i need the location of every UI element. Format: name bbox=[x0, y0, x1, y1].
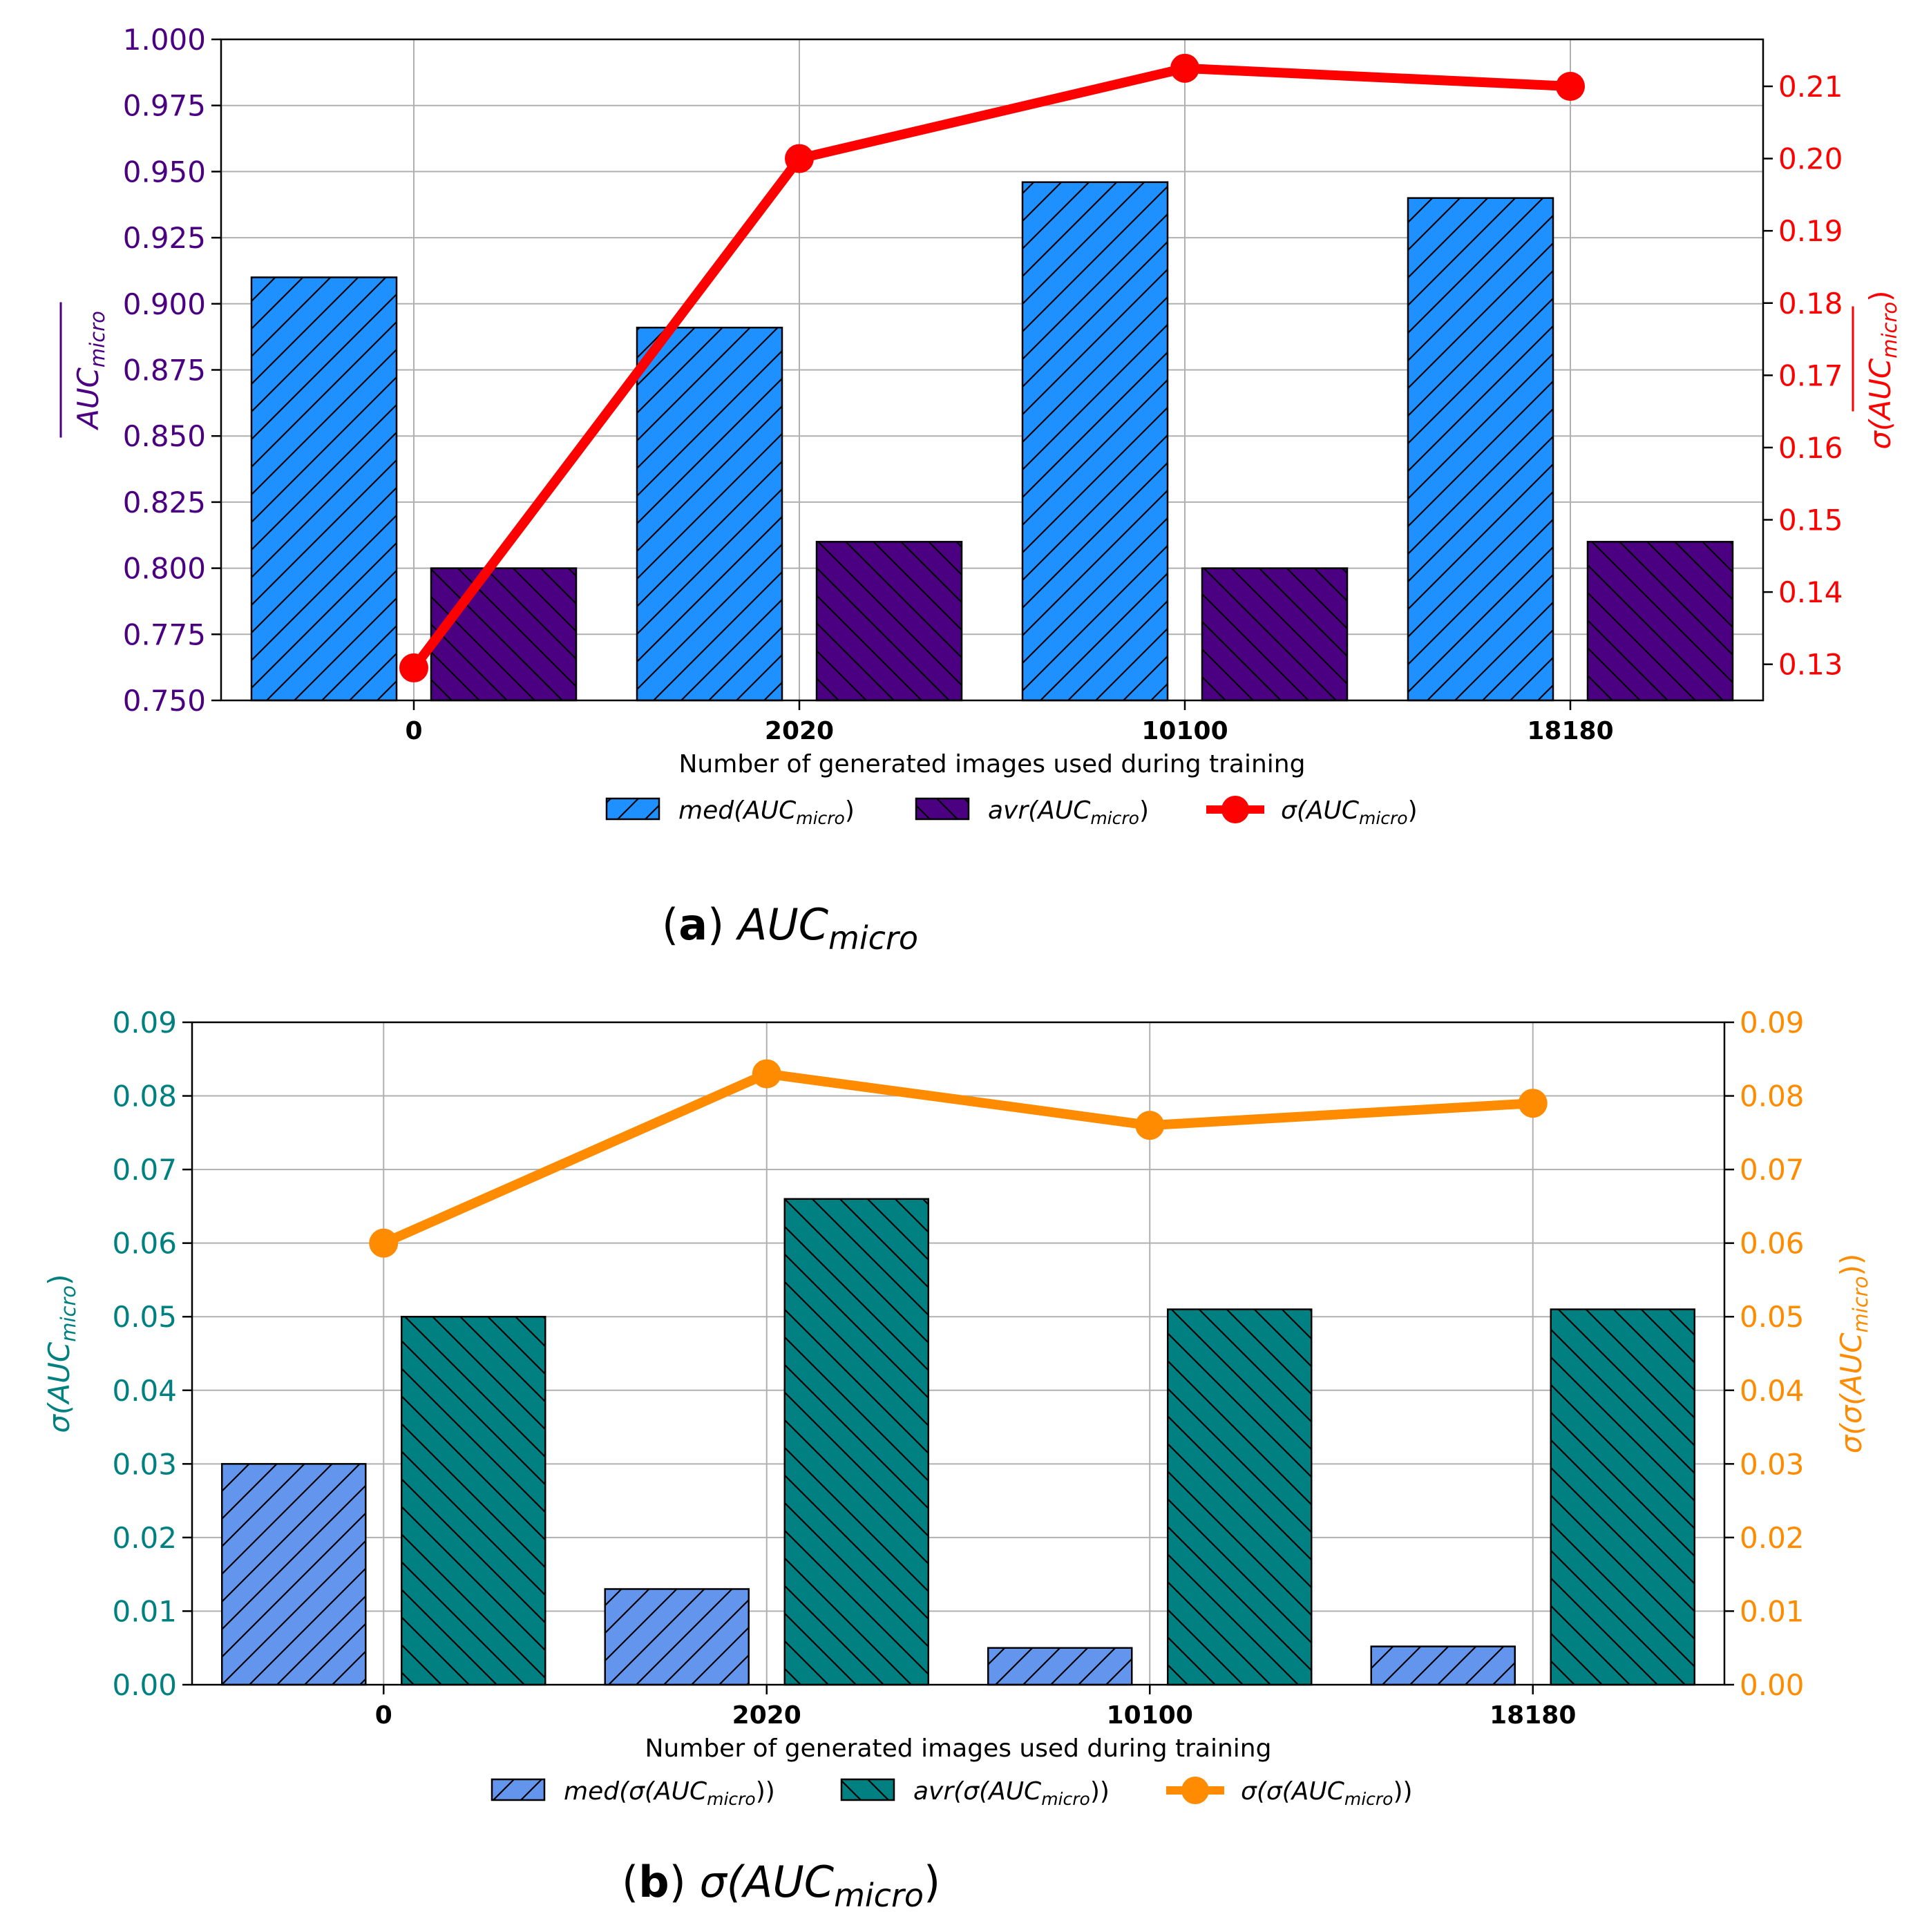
bar-hatch bbox=[430, 567, 578, 702]
x-axis-label: Number of generated images used during t… bbox=[645, 1734, 1272, 1763]
bar-hatch bbox=[783, 1198, 929, 1686]
legend-swatch-hatch bbox=[840, 1778, 895, 1801]
ytick-left-label: 0.775 bbox=[123, 618, 206, 651]
xtick-label: 2020 bbox=[732, 1701, 801, 1730]
xtick-label: 18180 bbox=[1527, 717, 1613, 745]
ytick-right-label: 0.05 bbox=[1740, 1300, 1805, 1334]
xtick-label: 10100 bbox=[1141, 717, 1228, 745]
bar-hatch bbox=[1167, 1308, 1313, 1686]
ytick-right-label: 0.14 bbox=[1778, 575, 1843, 609]
x-axis-label: Number of generated images used during t… bbox=[679, 750, 1306, 778]
ytick-right-label: 0.09 bbox=[1740, 1006, 1805, 1040]
ytick-right-label: 0.21 bbox=[1778, 70, 1843, 104]
ytick-right-label: 0.03 bbox=[1740, 1447, 1805, 1481]
line-point bbox=[752, 1059, 781, 1089]
ytick-right-label: 0.17 bbox=[1778, 358, 1843, 392]
ytick-left-label: 0.800 bbox=[123, 552, 206, 586]
ytick-left-label: 0.825 bbox=[123, 486, 206, 519]
bar-hatch bbox=[250, 276, 398, 702]
ytick-left-label: 0.06 bbox=[112, 1227, 177, 1261]
line-point bbox=[369, 1228, 399, 1258]
ytick-right-label: 0.18 bbox=[1778, 287, 1843, 321]
bar-hatch bbox=[604, 1588, 750, 1686]
ytick-right-label: 0.01 bbox=[1740, 1594, 1805, 1628]
bar-hatch bbox=[1370, 1645, 1516, 1686]
panel-a-auc-micro: 0.750 0.775 0.800 0.825 0.850 0.875 0.900 0.925… bbox=[59, 23, 1901, 957]
legend-swatch-hatch bbox=[605, 797, 660, 821]
ytick-right-label: 0.20 bbox=[1778, 142, 1843, 176]
line-point bbox=[785, 144, 814, 173]
series-line bbox=[410, 63, 1571, 671]
panel-caption: (b) σ(AUCmicro) bbox=[622, 1857, 940, 1914]
bar-hatch bbox=[221, 1463, 367, 1686]
line-point bbox=[1135, 1111, 1165, 1140]
xtick-label: 2020 bbox=[765, 717, 834, 745]
bar-hatch bbox=[1021, 181, 1169, 702]
ytick-right-label: 0.08 bbox=[1740, 1080, 1805, 1113]
bar-hatch bbox=[1586, 541, 1734, 702]
panel-b-sigma-auc-micro: 0.00 0.01 0.02 0.03 0.04 0.05 0.06 0.07 0.08 0.09… bbox=[42, 1006, 1872, 1914]
legend-swatch-hatch bbox=[915, 797, 970, 821]
bar-hatch bbox=[1201, 567, 1349, 702]
plot-frame bbox=[191, 1021, 1726, 1686]
line-point bbox=[399, 653, 428, 682]
bar-hatch bbox=[1550, 1308, 1695, 1686]
bar-hatch bbox=[987, 1647, 1133, 1686]
ytick-left-label: 0.975 bbox=[123, 89, 206, 123]
legend-label: σ(AUCmicro) bbox=[1281, 796, 1418, 828]
ytick-left-label: 0.875 bbox=[123, 354, 206, 388]
legend-marker bbox=[1181, 1777, 1209, 1804]
y-axis-label-right: σ(AUCmicro) bbox=[1863, 290, 1901, 449]
ytick-left-label: 0.08 bbox=[112, 1080, 177, 1113]
ytick-left-label: 0.02 bbox=[112, 1521, 177, 1555]
ytick-left-label: 0.750 bbox=[123, 684, 206, 718]
y-axis-label-left: AUCmicro bbox=[71, 311, 109, 431]
ytick-left-label: 0.850 bbox=[123, 419, 206, 453]
legend-label: med(AUCmicro) bbox=[678, 796, 855, 828]
ytick-right-label: 0.00 bbox=[1740, 1668, 1805, 1702]
legend-label: avr(σ(AUCmicro)) bbox=[913, 1777, 1110, 1809]
y-axis-label-left: σ(AUCmicro) bbox=[42, 1274, 80, 1433]
ytick-left-label: 0.09 bbox=[112, 1006, 177, 1040]
ytick-right-label: 0.16 bbox=[1778, 431, 1843, 465]
xtick-label: 0 bbox=[375, 1701, 392, 1730]
ytick-right-label: 0.15 bbox=[1778, 504, 1843, 537]
ytick-right-label: 0.02 bbox=[1740, 1521, 1805, 1555]
xtick-label: 18180 bbox=[1490, 1701, 1576, 1730]
bar-hatch bbox=[815, 541, 963, 702]
ytick-left-label: 0.950 bbox=[123, 155, 206, 189]
bar-hatch bbox=[1407, 197, 1554, 702]
ytick-left-label: 0.900 bbox=[123, 287, 206, 321]
ytick-right-label: 0.06 bbox=[1740, 1227, 1805, 1261]
ytick-left-label: 0.925 bbox=[123, 221, 206, 255]
panel-caption: (a) AUCmicro bbox=[662, 899, 918, 957]
line-point bbox=[1170, 53, 1199, 83]
series-line bbox=[381, 1069, 1534, 1248]
legend-label: avr(AUCmicro) bbox=[988, 796, 1149, 828]
ytick-left-label: 0.03 bbox=[112, 1447, 177, 1481]
ytick-left-label: 0.00 bbox=[112, 1668, 177, 1702]
ytick-right-label: 0.13 bbox=[1778, 648, 1843, 682]
legend-swatch-hatch bbox=[491, 1778, 546, 1801]
legend-label: med(σ(AUCmicro)) bbox=[564, 1777, 775, 1809]
ytick-left-label: 0.01 bbox=[112, 1594, 177, 1628]
bar-hatch bbox=[401, 1315, 546, 1686]
ytick-left-label: 0.04 bbox=[112, 1374, 177, 1408]
bar-hatch bbox=[636, 327, 783, 702]
y-axis-label-right: σ(σ(AUCmicro)) bbox=[1834, 1254, 1872, 1454]
xtick-label: 10100 bbox=[1107, 1701, 1193, 1730]
ytick-left-label: 0.05 bbox=[112, 1300, 177, 1334]
line-point bbox=[1556, 71, 1585, 101]
ytick-right-label: 0.07 bbox=[1740, 1153, 1805, 1187]
xtick-label: 0 bbox=[405, 717, 422, 745]
ytick-left-label: 1.000 bbox=[123, 23, 206, 57]
legend-label: σ(σ(AUCmicro)) bbox=[1241, 1777, 1413, 1809]
ytick-left-label: 0.07 bbox=[112, 1153, 177, 1187]
ytick-right-label: 0.19 bbox=[1778, 214, 1843, 248]
legend-marker bbox=[1221, 796, 1249, 823]
ytick-right-label: 0.04 bbox=[1740, 1374, 1805, 1408]
line-point bbox=[1518, 1089, 1548, 1118]
